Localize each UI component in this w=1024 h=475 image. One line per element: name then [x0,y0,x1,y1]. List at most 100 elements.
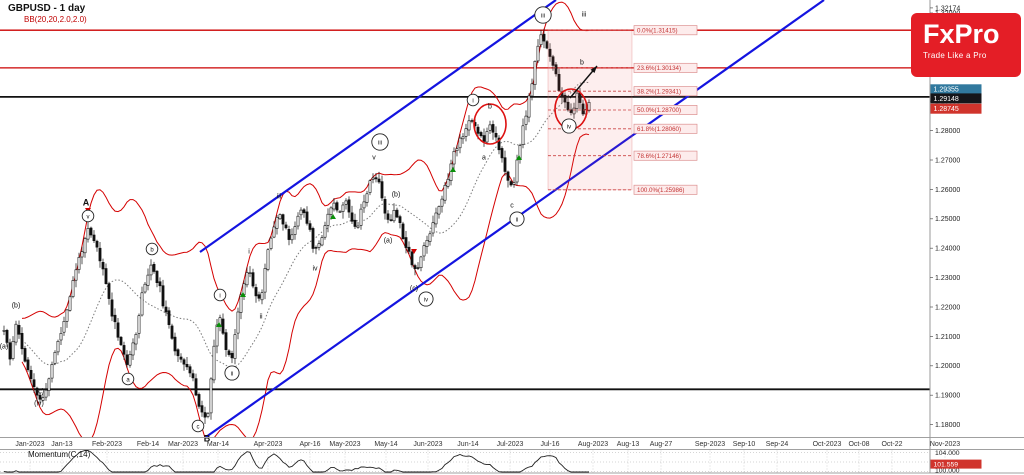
wave-label: iv [567,124,571,130]
wave-label: (c) [36,388,44,395]
wave-label-circle [121,372,135,386]
candle-up [206,413,210,417]
candle-up [233,334,237,359]
candle-up [332,202,336,210]
candle-up [2,330,6,332]
candle-up [272,226,276,238]
price-tick-label: 1.28000 [935,128,960,135]
candle-up [275,217,279,229]
candle-down [227,350,231,355]
date-label: Jul-2023 [497,441,524,448]
candle-up [464,128,468,137]
candle-down [113,314,117,323]
candle-down [164,306,168,313]
candle-up [83,238,87,254]
candle-up [425,240,429,247]
candle-down [200,405,204,413]
candle-up [437,206,441,215]
candle-up [338,211,342,213]
candle-down [305,211,309,224]
wave-label: ii [259,313,263,320]
candle-up [344,200,348,205]
candle-down [89,227,93,236]
candle-up [74,269,78,281]
candles-layer [2,28,591,424]
price-tick-label: 1.19000 [935,393,960,400]
candle-up [77,257,81,270]
candle-up [236,311,240,334]
candle-down [350,212,354,222]
candle-up [269,237,273,249]
candle-up [11,341,15,359]
candle-up [128,354,132,366]
date-label: Oct-08 [848,441,869,448]
date-label: Aug-27 [650,441,673,448]
candle-down [221,318,225,334]
candle-down [551,56,555,66]
candle-down [404,237,408,248]
wave-label: (a) [0,343,8,350]
price-tick-label: 1.24000 [935,246,960,253]
candle-up [575,92,579,109]
fib-level-label: 100.0%(1.25986) [637,187,684,194]
candle-up [278,214,282,220]
wave-label: b [150,247,154,253]
candle-down [497,137,501,151]
wave-label-circle [561,118,577,134]
wave-label: iv [312,265,318,272]
candle-down [491,124,495,133]
wave-label: (a) [384,237,393,244]
wave-label-circle [509,211,525,227]
time-axis: Jan-2023 Jan-13 Feb-2023 Feb-14 Mar-2023 Mar-… [15,441,960,448]
candle-up [572,107,576,115]
candle-down [380,181,384,199]
wave-label: i [472,98,473,104]
candle-up [428,233,432,242]
buy-signal-arrow-icon [330,214,336,219]
fib-level-label: 61.8%(1.28060) [637,126,681,133]
candle-up [467,120,471,131]
chart-title-block: GBPUSD - 1 day BB(20,20,2.0,2.0) [8,3,87,24]
wave-label: (b) [392,191,401,198]
candle-up [440,198,444,207]
candle-down [167,310,171,326]
candle-up [299,209,303,216]
fib-level-label: 50.0%(1.28700) [637,107,681,114]
candle-down [407,246,411,252]
candle-up [266,249,270,270]
candle-up [53,351,57,364]
candle-down [308,223,312,230]
fib-level-label-box [633,184,698,195]
projection-arrow-head [590,66,597,73]
candle-down [20,332,24,350]
candle-down [8,342,12,360]
candle-up [140,292,144,316]
candle-up [527,95,531,118]
candle-up [458,137,462,149]
candle-up [365,193,369,203]
wave-label: b [580,59,584,66]
candle-down [410,251,414,266]
candle-down [125,354,129,365]
candle-down [92,234,96,241]
level-price-badge-text: 1.29148 [934,96,959,103]
candle-up [56,340,60,353]
candle-up [461,136,465,140]
price-tick-label: 1.25000 [935,216,960,223]
candle-up [215,324,219,347]
wave-label-circle [81,209,95,223]
candle-down [110,299,114,317]
date-label: Mar-2023 [168,441,198,448]
date-label: Feb-14 [137,441,159,448]
candle-up [131,342,135,356]
candle-down [185,363,189,368]
candle-down [119,336,123,346]
candle-up [359,208,363,226]
candle-down [230,352,234,359]
buy-signal-arrow-icon [516,155,522,160]
candle-down [179,356,183,360]
fxpro-logo: FxPro Trade Like a Pro [911,13,1021,77]
wave-label: iii [277,193,282,200]
wave-label: a [482,154,486,161]
